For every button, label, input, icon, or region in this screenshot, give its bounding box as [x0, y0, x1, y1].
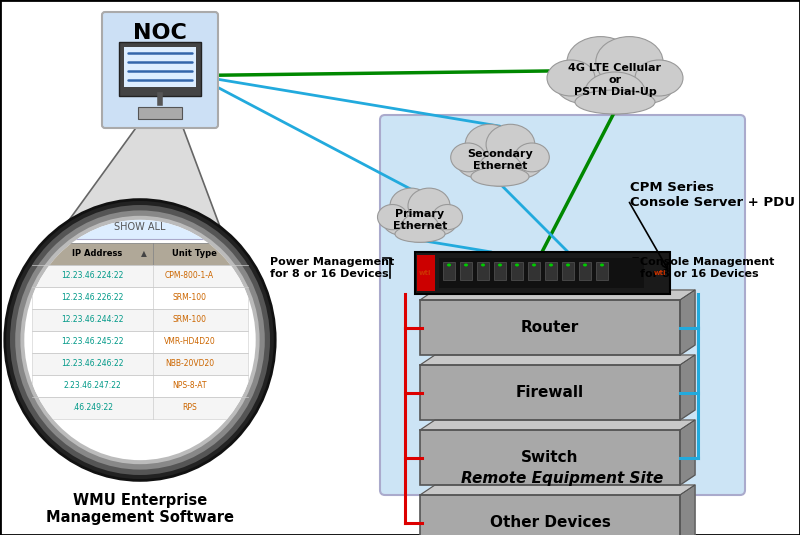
Ellipse shape: [596, 36, 663, 87]
Ellipse shape: [20, 216, 259, 464]
Ellipse shape: [549, 264, 553, 266]
Ellipse shape: [575, 45, 655, 105]
FancyBboxPatch shape: [124, 47, 196, 87]
Polygon shape: [680, 420, 695, 485]
Polygon shape: [680, 290, 695, 355]
Polygon shape: [420, 290, 695, 300]
Text: 4G LTE Cellular
or
PSTN Dial-Up: 4G LTE Cellular or PSTN Dial-Up: [569, 64, 662, 97]
Text: 12.23.46.226:22: 12.23.46.226:22: [62, 293, 124, 302]
Text: 2.23.46.247:22: 2.23.46.247:22: [64, 381, 122, 391]
Polygon shape: [680, 485, 695, 535]
FancyBboxPatch shape: [32, 287, 248, 309]
Ellipse shape: [24, 220, 256, 460]
Polygon shape: [55, 125, 225, 239]
Ellipse shape: [471, 131, 529, 179]
FancyBboxPatch shape: [443, 262, 455, 280]
Text: SHOW ALL: SHOW ALL: [114, 222, 166, 232]
Ellipse shape: [514, 143, 550, 172]
Ellipse shape: [420, 203, 458, 235]
Text: WMU Enterprise
Management Software: WMU Enterprise Management Software: [46, 493, 234, 525]
FancyBboxPatch shape: [138, 107, 182, 119]
Text: NOC: NOC: [133, 23, 187, 43]
Ellipse shape: [615, 58, 676, 104]
Text: Power Management
for 8 or 16 Devices: Power Management for 8 or 16 Devices: [270, 257, 394, 279]
Ellipse shape: [408, 188, 450, 224]
Ellipse shape: [10, 205, 270, 475]
Text: Secondary
Ethernet: Secondary Ethernet: [467, 149, 533, 171]
Ellipse shape: [456, 142, 500, 178]
FancyBboxPatch shape: [32, 309, 248, 331]
Text: Primary
Ethernet: Primary Ethernet: [393, 209, 447, 231]
FancyBboxPatch shape: [32, 331, 248, 353]
Text: Firewall: Firewall: [516, 385, 584, 400]
Ellipse shape: [515, 264, 519, 266]
FancyBboxPatch shape: [24, 215, 256, 239]
Ellipse shape: [464, 264, 468, 266]
FancyBboxPatch shape: [119, 42, 201, 96]
Text: .46.249:22: .46.249:22: [72, 403, 113, 412]
Ellipse shape: [532, 264, 536, 266]
Ellipse shape: [566, 264, 570, 266]
Ellipse shape: [471, 167, 529, 186]
FancyBboxPatch shape: [511, 262, 523, 280]
Ellipse shape: [585, 72, 646, 114]
Text: RPS: RPS: [182, 403, 197, 412]
FancyBboxPatch shape: [494, 262, 506, 280]
Text: Router: Router: [521, 320, 579, 335]
FancyBboxPatch shape: [420, 365, 680, 420]
Ellipse shape: [450, 143, 486, 172]
FancyBboxPatch shape: [417, 255, 435, 291]
FancyBboxPatch shape: [596, 262, 608, 280]
Ellipse shape: [554, 58, 615, 104]
Ellipse shape: [486, 124, 534, 165]
FancyBboxPatch shape: [477, 262, 489, 280]
Ellipse shape: [498, 264, 502, 266]
FancyBboxPatch shape: [32, 397, 248, 419]
FancyBboxPatch shape: [102, 12, 218, 128]
FancyBboxPatch shape: [380, 115, 745, 495]
Ellipse shape: [500, 142, 544, 178]
FancyBboxPatch shape: [562, 262, 574, 280]
Text: SRM-100: SRM-100: [173, 315, 206, 324]
Ellipse shape: [635, 60, 683, 96]
FancyBboxPatch shape: [415, 252, 670, 294]
Text: Switch: Switch: [522, 450, 578, 465]
Ellipse shape: [378, 204, 407, 230]
Text: 12.23.46.244:22: 12.23.46.244:22: [62, 315, 124, 324]
Text: Console Management
for 8 or 16 Devices: Console Management for 8 or 16 Devices: [640, 257, 774, 279]
FancyBboxPatch shape: [32, 243, 248, 265]
Ellipse shape: [433, 204, 462, 230]
Text: VMR-HD4D20: VMR-HD4D20: [164, 337, 215, 346]
Ellipse shape: [401, 213, 439, 242]
Ellipse shape: [466, 124, 514, 165]
Text: NPS-8-AT: NPS-8-AT: [173, 381, 207, 391]
Text: ▲: ▲: [142, 249, 147, 258]
FancyBboxPatch shape: [420, 300, 680, 355]
Text: 12.23.46.245:22: 12.23.46.245:22: [62, 337, 124, 346]
Text: IP Address: IP Address: [72, 249, 122, 258]
Ellipse shape: [575, 90, 655, 114]
FancyBboxPatch shape: [32, 375, 248, 397]
FancyBboxPatch shape: [420, 495, 680, 535]
FancyBboxPatch shape: [439, 258, 644, 288]
Ellipse shape: [382, 203, 420, 235]
Polygon shape: [680, 355, 695, 420]
Ellipse shape: [15, 210, 265, 470]
Text: Other Devices: Other Devices: [490, 515, 610, 530]
FancyBboxPatch shape: [32, 265, 248, 287]
Ellipse shape: [583, 264, 587, 266]
Ellipse shape: [481, 264, 485, 266]
FancyBboxPatch shape: [420, 430, 680, 485]
Ellipse shape: [600, 264, 604, 266]
Text: 12.23.46.224:22: 12.23.46.224:22: [62, 271, 124, 280]
Text: Remote Equipment Site: Remote Equipment Site: [462, 470, 664, 485]
Ellipse shape: [395, 194, 445, 236]
Polygon shape: [420, 420, 695, 430]
Ellipse shape: [478, 152, 522, 186]
Text: wti: wti: [418, 270, 431, 276]
Ellipse shape: [5, 200, 275, 480]
Text: NBB-20VD20: NBB-20VD20: [165, 360, 214, 368]
FancyBboxPatch shape: [545, 262, 557, 280]
Ellipse shape: [395, 225, 445, 242]
